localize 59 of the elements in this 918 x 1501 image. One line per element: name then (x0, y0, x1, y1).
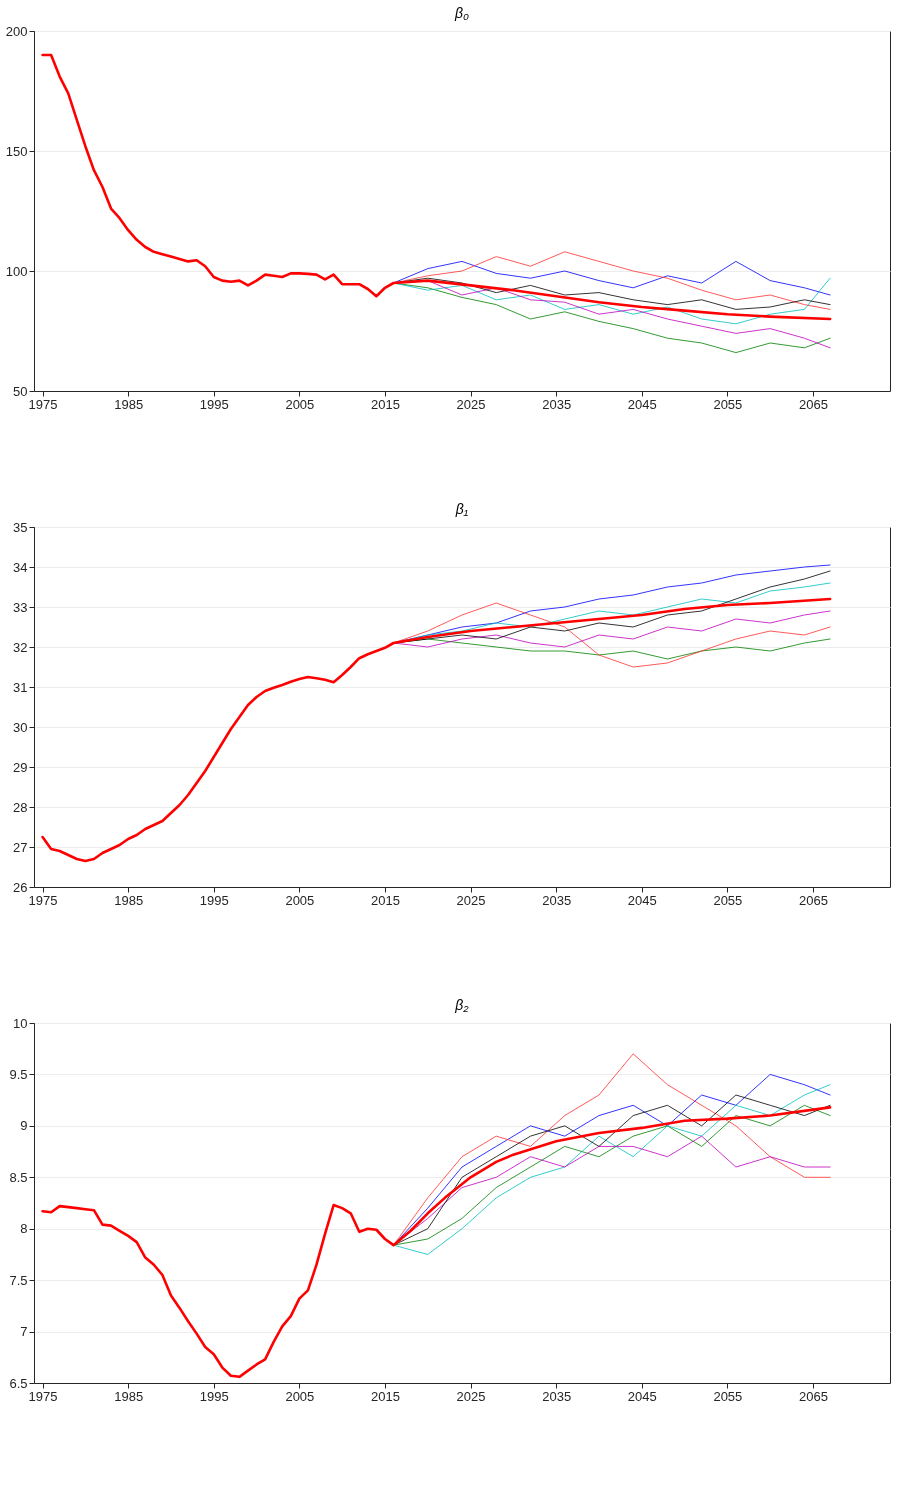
y-tick-label: 26 (13, 879, 28, 895)
x-tick-label: 2005 (285, 892, 315, 908)
line-series (393, 261, 831, 296)
y-tick-label: 6.5 (9, 1375, 28, 1391)
x-tick-label: 1975 (28, 892, 58, 908)
x-tick-label: 2065 (799, 892, 828, 908)
y-tick-label: 31 (13, 679, 28, 695)
line-series (41, 597, 832, 863)
x-tick-label: 1995 (199, 396, 229, 412)
x-tick-label: 2005 (285, 396, 315, 412)
y-tick-label: 29 (13, 759, 28, 775)
x-tick-label: 2005 (285, 1388, 315, 1404)
y-tick-label: 33 (13, 599, 28, 615)
y-tick-label: 50 (13, 383, 28, 399)
y-tick-label: 8 (20, 1221, 28, 1237)
x-tick-label: 2025 (456, 396, 486, 412)
y-tick-label: 28 (13, 799, 28, 815)
x-tick-label: 2045 (627, 892, 657, 908)
y-tick-label: 9.5 (9, 1066, 28, 1082)
x-tick-label: 2015 (371, 892, 400, 908)
x-tick-label: 1995 (199, 1388, 229, 1404)
x-tick-label: 1985 (114, 396, 144, 412)
x-tick-label: 2035 (542, 892, 572, 908)
y-tick-label: 30 (13, 719, 28, 735)
chart-title: β₁ (454, 501, 469, 517)
x-tick-label: 2045 (627, 396, 657, 412)
y-tick-label: 9 (20, 1118, 28, 1134)
x-tick-label: 1975 (28, 1388, 58, 1404)
x-tick-label: 2015 (371, 1388, 400, 1404)
x-tick-label: 1995 (199, 892, 229, 908)
y-tick-label: 8.5 (9, 1169, 28, 1185)
chart-title: β₂ (454, 997, 470, 1013)
x-tick-label: 1985 (114, 892, 144, 908)
line-series (41, 1106, 832, 1379)
y-tick-label: 100 (5, 263, 28, 279)
y-tick-label: 35 (13, 519, 28, 535)
y-tick-label: 10 (13, 1015, 28, 1031)
line-series (41, 53, 832, 321)
x-tick-label: 1985 (114, 1388, 144, 1404)
x-tick-label: 2055 (713, 1388, 743, 1404)
y-tick-label: 32 (13, 639, 28, 655)
x-tick-label: 2045 (627, 1388, 657, 1404)
x-tick-label: 1975 (28, 396, 58, 412)
x-tick-label: 2035 (542, 396, 572, 412)
y-tick-label: 27 (13, 839, 28, 855)
y-tick-label: 34 (13, 559, 28, 575)
y-tick-label: 200 (5, 23, 28, 39)
x-tick-label: 2015 (371, 396, 400, 412)
x-tick-label: 2035 (542, 1388, 572, 1404)
x-tick-label: 2065 (799, 396, 828, 412)
x-tick-label: 2055 (713, 892, 743, 908)
x-tick-label: 2025 (456, 1388, 486, 1404)
y-tick-label: 7.5 (9, 1272, 28, 1288)
x-tick-label: 2025 (456, 892, 486, 908)
y-tick-label: 150 (5, 143, 28, 159)
chart-title: β₀ (454, 5, 470, 21)
y-tick-label: 7 (20, 1324, 28, 1340)
x-tick-label: 2055 (713, 396, 743, 412)
x-tick-label: 2065 (799, 1388, 828, 1404)
